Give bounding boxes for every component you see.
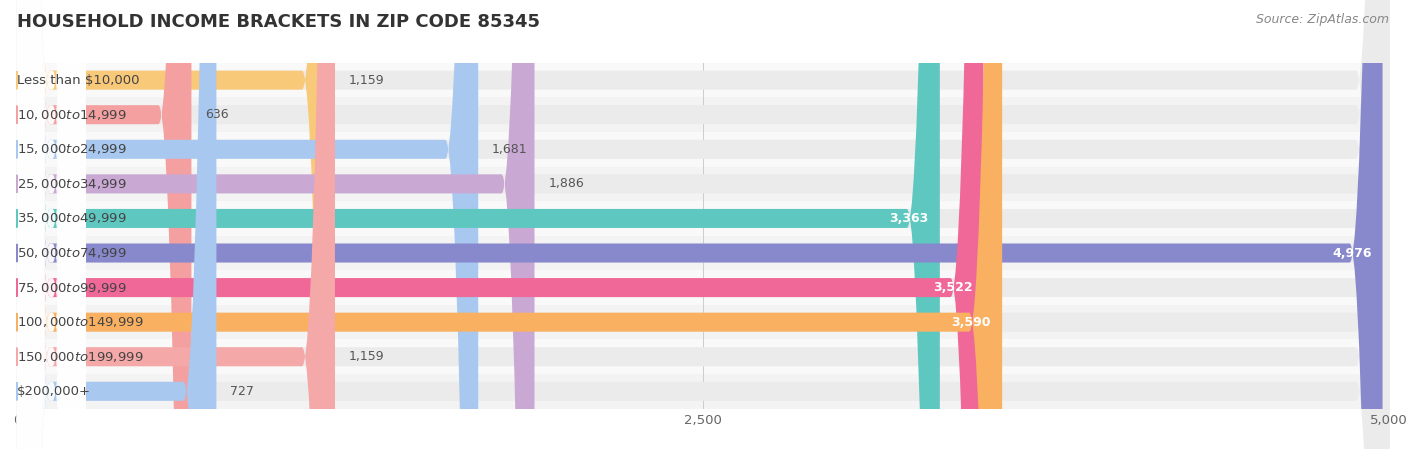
Text: $15,000 to $24,999: $15,000 to $24,999 (17, 142, 127, 156)
FancyBboxPatch shape (17, 0, 1389, 449)
Text: $50,000 to $74,999: $50,000 to $74,999 (17, 246, 127, 260)
Bar (17, 97, 1389, 132)
Text: 4,976: 4,976 (1331, 247, 1372, 260)
FancyBboxPatch shape (17, 0, 86, 449)
FancyBboxPatch shape (17, 0, 1389, 449)
FancyBboxPatch shape (17, 0, 335, 449)
Bar (17, 339, 1389, 374)
Text: $100,000 to $149,999: $100,000 to $149,999 (17, 315, 143, 329)
FancyBboxPatch shape (17, 0, 1389, 449)
FancyBboxPatch shape (17, 0, 217, 449)
FancyBboxPatch shape (17, 0, 86, 449)
FancyBboxPatch shape (17, 0, 939, 449)
Text: $10,000 to $14,999: $10,000 to $14,999 (17, 108, 127, 122)
Text: $150,000 to $199,999: $150,000 to $199,999 (17, 350, 143, 364)
Bar (17, 270, 1389, 305)
FancyBboxPatch shape (17, 0, 1389, 449)
FancyBboxPatch shape (17, 0, 86, 449)
FancyBboxPatch shape (17, 0, 86, 449)
Text: 3,590: 3,590 (952, 316, 991, 329)
FancyBboxPatch shape (17, 0, 1389, 449)
Bar (17, 63, 1389, 97)
FancyBboxPatch shape (17, 0, 86, 449)
Text: 3,522: 3,522 (934, 281, 973, 294)
FancyBboxPatch shape (17, 0, 335, 449)
FancyBboxPatch shape (17, 0, 534, 449)
FancyBboxPatch shape (17, 0, 86, 449)
Bar (17, 236, 1389, 270)
Text: $25,000 to $34,999: $25,000 to $34,999 (17, 177, 127, 191)
Text: $200,000+: $200,000+ (17, 385, 91, 398)
FancyBboxPatch shape (17, 0, 1389, 449)
Bar (17, 374, 1389, 409)
FancyBboxPatch shape (17, 0, 478, 449)
Text: 636: 636 (205, 108, 229, 121)
Text: 1,159: 1,159 (349, 74, 384, 87)
Text: $75,000 to $99,999: $75,000 to $99,999 (17, 281, 127, 295)
FancyBboxPatch shape (17, 0, 86, 449)
FancyBboxPatch shape (17, 0, 1389, 449)
FancyBboxPatch shape (17, 0, 86, 449)
Bar (17, 201, 1389, 236)
FancyBboxPatch shape (17, 0, 191, 449)
FancyBboxPatch shape (17, 0, 86, 449)
Bar (17, 132, 1389, 167)
FancyBboxPatch shape (17, 0, 983, 449)
Text: 3,363: 3,363 (890, 212, 929, 225)
FancyBboxPatch shape (17, 0, 1389, 449)
Bar (17, 167, 1389, 201)
FancyBboxPatch shape (17, 0, 1382, 449)
Text: 1,159: 1,159 (349, 350, 384, 363)
Text: 1,681: 1,681 (492, 143, 527, 156)
Bar (17, 305, 1389, 339)
Text: 1,886: 1,886 (548, 177, 583, 190)
Text: HOUSEHOLD INCOME BRACKETS IN ZIP CODE 85345: HOUSEHOLD INCOME BRACKETS IN ZIP CODE 85… (17, 13, 540, 31)
FancyBboxPatch shape (17, 0, 1002, 449)
Text: Less than $10,000: Less than $10,000 (17, 74, 139, 87)
FancyBboxPatch shape (17, 0, 1389, 449)
Text: Source: ZipAtlas.com: Source: ZipAtlas.com (1256, 13, 1389, 26)
Text: $35,000 to $49,999: $35,000 to $49,999 (17, 211, 127, 225)
FancyBboxPatch shape (17, 0, 86, 449)
FancyBboxPatch shape (17, 0, 1389, 449)
Text: 727: 727 (231, 385, 254, 398)
